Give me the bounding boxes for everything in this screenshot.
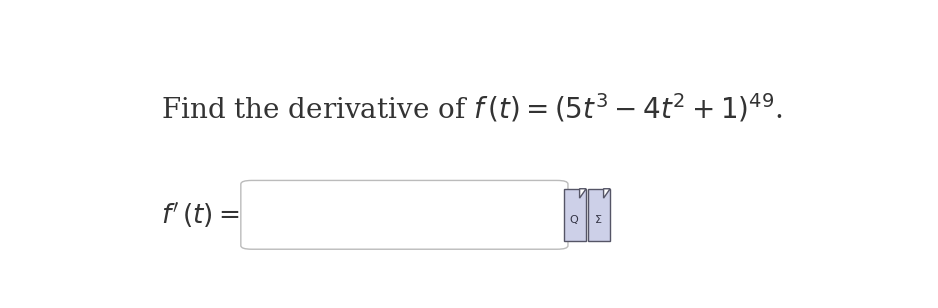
- Text: $\mathsf{Q}$: $\mathsf{Q}$: [569, 213, 579, 225]
- Text: $\Sigma$: $\Sigma$: [594, 213, 602, 225]
- Text: $f'\,(t) =$: $f'\,(t) =$: [161, 200, 239, 230]
- Polygon shape: [588, 189, 610, 241]
- Polygon shape: [580, 189, 586, 198]
- Text: Find the derivative of $f\,(t) = \left(5t^3 - 4t^2 + 1\right)^{49}$.: Find the derivative of $f\,(t) = \left(5…: [161, 92, 782, 124]
- Polygon shape: [565, 189, 586, 241]
- FancyBboxPatch shape: [241, 180, 567, 249]
- Polygon shape: [603, 189, 610, 198]
